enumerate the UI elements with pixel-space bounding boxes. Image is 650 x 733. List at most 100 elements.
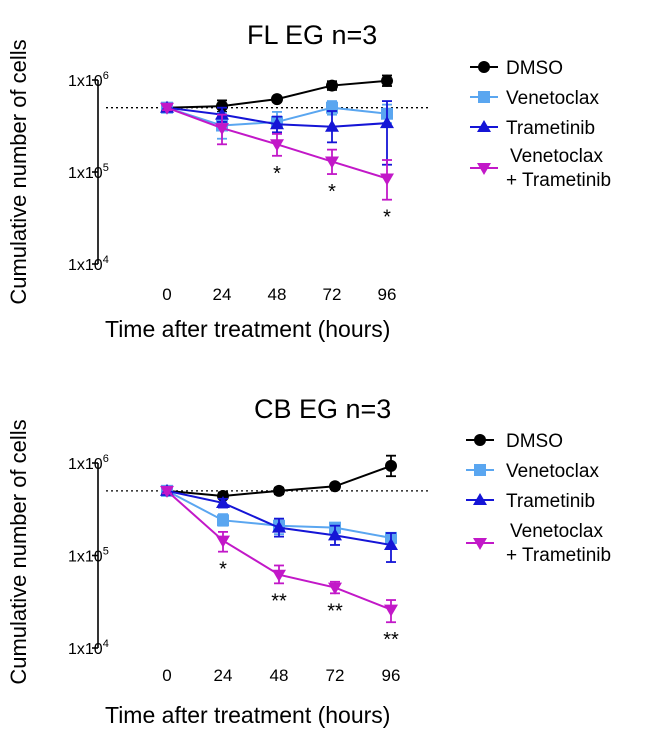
x-tick-label: 72 <box>326 666 345 685</box>
legend-label: Trametinib <box>506 491 595 512</box>
legend-entry: Trametinib <box>466 491 595 512</box>
y-tick-label: 1x105 <box>68 162 109 182</box>
legend-label: Venetoclax <box>506 461 599 482</box>
legend-marker <box>477 163 491 175</box>
data-point <box>216 535 230 548</box>
significance-annotation: ** <box>327 600 343 622</box>
chart-title: CB EG n=3 <box>254 394 391 424</box>
x-tick-label: 48 <box>268 285 287 304</box>
y-tick-exponent: 6 <box>103 453 109 465</box>
y-axis-label: Cumulative number of cells <box>6 39 31 304</box>
data-point <box>271 93 283 106</box>
significance-annotation: ** <box>383 629 399 651</box>
data-point <box>160 485 174 498</box>
x-axis-label: Time after treatment (hours) <box>105 316 390 342</box>
legend-label: Venetoclax <box>506 88 599 109</box>
data-point <box>325 156 339 169</box>
y-tick-exponent: 4 <box>103 254 109 266</box>
series-triangle-up <box>160 100 394 166</box>
chart-panel: CB EG n=3 Cumulative number of cells Time … <box>6 394 611 728</box>
significance-annotation: * <box>273 163 281 185</box>
x-tick-label: 0 <box>162 666 171 685</box>
data-point <box>328 528 342 541</box>
legend-marker <box>473 493 487 505</box>
legend-entry: Venetoclax <box>470 88 599 109</box>
legend-entry: DMSO <box>470 58 563 79</box>
legend-marker <box>478 91 490 103</box>
data-point <box>385 459 397 472</box>
chart-title: FL EG n=3 <box>247 20 377 50</box>
data-point <box>381 74 393 87</box>
x-axis-label: Time after treatment (hours) <box>105 702 390 728</box>
data-point <box>215 123 229 136</box>
significance-annotation: * <box>383 207 391 229</box>
data-point <box>160 102 174 115</box>
y-tick-mantissa: 1x10 <box>68 549 103 566</box>
data-point <box>273 484 285 497</box>
x-tick-label: 48 <box>270 666 289 685</box>
data-point <box>216 100 228 113</box>
legend-label: Venetoclax <box>510 521 603 542</box>
legend-entry: Venetoclax + Trametinib <box>470 146 611 191</box>
data-point <box>384 537 398 550</box>
legend-label: Venetoclax <box>510 146 603 167</box>
data-point <box>328 582 342 595</box>
legend-marker <box>477 120 491 132</box>
x-tick-label: 72 <box>323 285 342 304</box>
legend-label: Trametinib <box>506 118 595 139</box>
data-point <box>326 79 338 92</box>
y-tick-mantissa: 1x10 <box>68 641 103 658</box>
legend-label: + Trametinib <box>506 170 611 191</box>
y-tick-label: 1x106 <box>68 70 109 90</box>
y-tick-mantissa: 1x10 <box>68 165 103 182</box>
y-tick-exponent: 4 <box>103 638 109 650</box>
data-point <box>270 117 284 130</box>
data-point <box>216 495 230 508</box>
y-axis-label: Cumulative number of cells <box>6 419 31 684</box>
data-point <box>380 173 394 186</box>
legend-entry: Venetoclax <box>466 461 599 482</box>
x-tick-label: 96 <box>382 666 401 685</box>
y-tick-exponent: 5 <box>103 162 109 174</box>
chart-panel: FL EG n=3 Cumulative number of cells Time … <box>6 20 611 342</box>
y-tick-exponent: 6 <box>103 70 109 82</box>
significance-annotation: * <box>219 559 227 581</box>
series-triangle-down <box>160 102 394 201</box>
x-tick-label: 24 <box>213 285 232 304</box>
x-tick-label: 24 <box>214 666 233 685</box>
y-tick-mantissa: 1x10 <box>68 456 103 473</box>
x-tick-label: 96 <box>378 285 397 304</box>
series-circle <box>161 454 397 502</box>
y-tick-label: 1x104 <box>68 638 109 658</box>
data-point <box>272 520 286 533</box>
legend-label: DMSO <box>506 431 563 452</box>
y-tick-mantissa: 1x10 <box>68 73 103 90</box>
y-tick-label: 1x104 <box>68 254 109 274</box>
legend-label: + Trametinib <box>506 545 611 566</box>
legend-marker <box>474 434 486 446</box>
x-tick-label: 0 <box>162 285 171 304</box>
data-point <box>272 569 286 582</box>
y-tick-exponent: 5 <box>103 546 109 558</box>
legend-marker <box>478 61 490 73</box>
data-point <box>215 107 229 120</box>
legend-entry: DMSO <box>466 431 563 452</box>
y-tick-label: 1x105 <box>68 546 109 566</box>
data-point <box>329 480 341 493</box>
significance-annotation: * <box>328 181 336 203</box>
data-point <box>380 116 394 129</box>
data-point <box>217 514 229 527</box>
legend-entry: Venetoclax + Trametinib <box>466 521 611 566</box>
y-tick-label: 1x106 <box>68 453 109 473</box>
data-point <box>325 119 339 132</box>
y-tick-mantissa: 1x10 <box>68 257 103 274</box>
legend-entry: Trametinib <box>470 118 595 139</box>
legend-marker <box>474 464 486 476</box>
significance-annotation: ** <box>271 590 287 612</box>
series-triangle-down <box>160 485 398 624</box>
data-point <box>384 604 398 617</box>
data-point <box>270 139 284 152</box>
legend-marker <box>473 538 487 550</box>
legend-label: DMSO <box>506 58 563 79</box>
